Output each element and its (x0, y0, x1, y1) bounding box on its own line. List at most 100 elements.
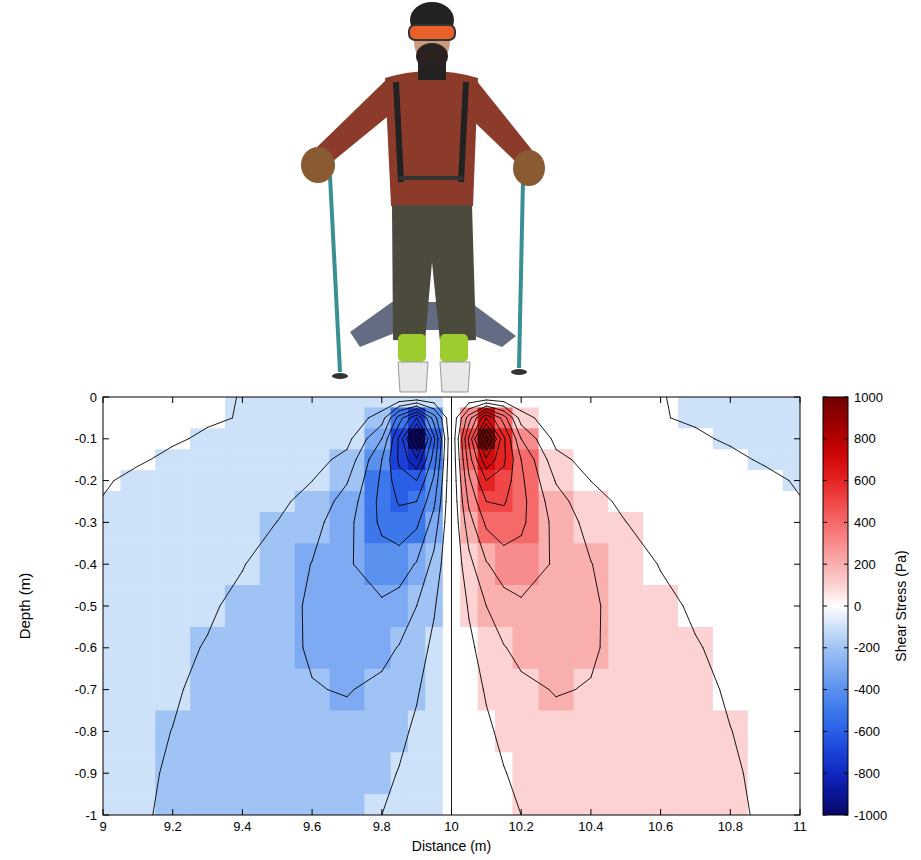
cell (478, 543, 496, 585)
x-tick (730, 397, 731, 403)
x-tick (590, 397, 591, 403)
y-tick (103, 647, 109, 648)
y-tick-label: -0.5 (75, 599, 97, 614)
colorbar-tick (823, 438, 827, 439)
cell (573, 627, 608, 669)
contour-line (390, 412, 435, 506)
cell (678, 428, 713, 450)
colorbar-tick (823, 689, 827, 690)
cell (573, 512, 608, 544)
cell (539, 470, 574, 492)
cell (295, 752, 330, 794)
cell (120, 794, 155, 815)
cell (783, 752, 800, 794)
cell (295, 794, 330, 815)
y-tick-label: -0.3 (75, 515, 97, 530)
cell (391, 711, 409, 753)
cell (643, 449, 678, 471)
cell (713, 491, 748, 513)
cell (460, 794, 478, 815)
cell (608, 752, 643, 794)
x-tick (451, 397, 452, 403)
x-tick-label: 9.2 (164, 819, 182, 834)
cells (103, 397, 800, 815)
cell (539, 512, 574, 544)
colorbar-tick (823, 647, 827, 648)
cell (155, 397, 190, 408)
strap (399, 176, 463, 180)
cell (391, 752, 409, 794)
cell (495, 794, 513, 815)
cell (364, 397, 391, 408)
cell (539, 752, 574, 794)
cell (295, 397, 330, 408)
y-tick (794, 689, 800, 690)
cell (225, 428, 260, 450)
contour-line (468, 412, 513, 506)
cell (783, 543, 800, 585)
cell (103, 428, 121, 450)
colorbar-tick (844, 397, 848, 398)
cell (225, 397, 260, 408)
cell (103, 397, 121, 408)
cell (260, 470, 295, 492)
cell (155, 491, 190, 513)
contour-line (465, 409, 527, 545)
cell (155, 543, 190, 585)
cell (478, 428, 496, 450)
cell (608, 627, 643, 669)
cell (495, 627, 513, 669)
cell (103, 543, 121, 585)
x-tick (730, 809, 731, 815)
colorbar-tick-label: -800 (854, 766, 880, 781)
y-tick (103, 689, 109, 690)
cell (678, 543, 713, 585)
cell (643, 491, 678, 513)
colorbar-tick-label: 800 (854, 431, 876, 446)
cell (295, 512, 330, 544)
x-tick (381, 397, 382, 403)
cell (643, 794, 678, 815)
cell (460, 711, 478, 753)
cell (364, 491, 391, 513)
cell (748, 491, 783, 513)
y-tick (103, 773, 109, 774)
cell (190, 543, 225, 585)
cell (120, 491, 155, 513)
cell (478, 512, 496, 544)
cell (608, 449, 643, 471)
x-tick-label: 9.4 (233, 819, 251, 834)
colorbar-tick (844, 564, 848, 565)
cell (190, 428, 225, 450)
y-tick (794, 606, 800, 607)
contour-line (103, 397, 800, 815)
strap (461, 82, 466, 182)
x-tick (521, 397, 522, 403)
cell (783, 470, 800, 492)
cell (748, 669, 783, 711)
cell (512, 543, 539, 585)
cell (364, 585, 391, 627)
cell (783, 491, 800, 513)
cell (260, 449, 295, 471)
contour-line (462, 406, 550, 597)
cell (478, 752, 496, 794)
cell (225, 470, 260, 492)
cell (678, 470, 713, 492)
cell (748, 794, 783, 815)
x-tick (660, 809, 661, 815)
colorbar: -1000-800-600-400-20002004006008001000Sh… (823, 390, 909, 823)
cell (260, 585, 295, 627)
cell (713, 585, 748, 627)
colorbar-tick-label: -1000 (854, 808, 887, 823)
cell (748, 397, 783, 408)
cell (495, 543, 513, 585)
cell (391, 669, 409, 711)
cell (783, 669, 800, 711)
y-tick (103, 397, 109, 398)
cell (783, 449, 800, 471)
y-tick (794, 773, 800, 774)
cell (512, 449, 539, 471)
cell (330, 794, 365, 815)
cell (330, 711, 365, 753)
